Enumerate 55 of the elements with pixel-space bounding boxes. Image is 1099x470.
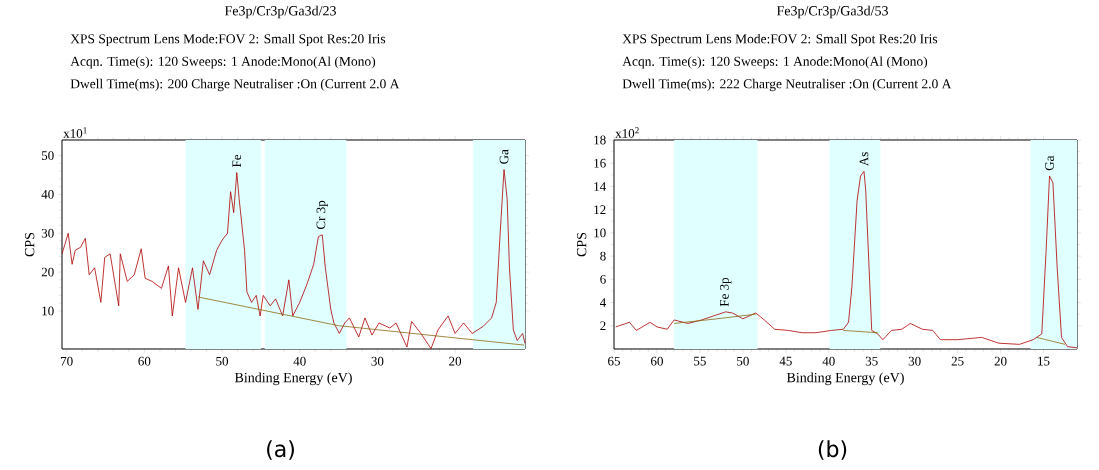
y-tick-label: 50 (41, 151, 54, 160)
band-label: As (859, 152, 869, 167)
x-axis-title: Binding Energy (eV) (234, 372, 352, 386)
text: Acqn. Time(s): 120 Sweeps: 1 Anode:Mono(Al (Mono) (622, 56, 928, 69)
x-tick-label: 70 (61, 356, 73, 366)
text: (b) (818, 440, 847, 460)
x-tick-label: 30 (371, 356, 384, 366)
band-label: Fe 3p (719, 277, 732, 307)
text: x10$^{1}$ (63, 127, 87, 138)
x-tick-label: 35 (865, 356, 878, 366)
text: Dwell Time(ms): 200 Charge Neutraliser :On (Current 2.0 A (70, 78, 400, 92)
text: Dwell Time(ms): 222 Charge Neutraliser :On (Current 2.0 A (622, 78, 952, 92)
x-tick-label: 20 (449, 356, 462, 366)
y-tick-label: 20 (41, 267, 54, 277)
y-tick-label: 40 (41, 190, 54, 199)
y-axis-title: CPS (24, 232, 35, 257)
x-tick-label: 55 (694, 356, 706, 366)
band-label: Fe (232, 154, 242, 168)
line-series (61, 169, 526, 349)
x-tick-label: 50 (216, 356, 229, 366)
chart-title: Fe3p/Cr3p/Ga3d/53 (776, 5, 888, 19)
chart-subtitle: XPS Spectrum Lens Mode:FOV 2: Small Spot Res:20 Iris (70, 33, 386, 47)
y-tick-label: 10 (42, 306, 54, 316)
text: (a) (267, 440, 294, 460)
y-axis-title: CPS (576, 232, 587, 257)
y-tick-label: 18 (594, 135, 606, 145)
y-tick-label: 12 (594, 205, 606, 214)
band-label: Ga (1045, 155, 1054, 171)
y-tick-label: 30 (41, 228, 54, 238)
band-label: Cr 3p (316, 200, 328, 230)
x-tick-label: 65 (608, 356, 620, 366)
y-tick-label: 4 (599, 298, 607, 307)
y-tick-label: 2 (600, 321, 606, 331)
chart-subtitle: XPS Spectrum Lens Mode:FOV 2: Small Spot Res:20 Iris (622, 33, 938, 47)
x-tick-label: 60 (138, 356, 151, 366)
y-tick-label: 16 (594, 158, 606, 168)
x-tick-label: 20 (994, 356, 1007, 366)
x-tick-label: 50 (737, 356, 749, 366)
x-tick-label: 40 (293, 356, 306, 366)
x-tick-label: 25 (951, 356, 964, 366)
y-tick-label: 6 (600, 274, 606, 284)
x-axis-title: Binding Energy (eV) (786, 372, 904, 386)
line-series (615, 170, 1078, 349)
y-tick-label: 10 (594, 228, 606, 238)
x-tick-label: 60 (651, 356, 663, 366)
x-tick-label: 15 (1038, 356, 1050, 366)
band-label: Ga (499, 149, 509, 164)
x-tick-label: 45 (779, 356, 792, 366)
text: x10$^{2}$ (615, 127, 639, 138)
y-tick-label: 8 (600, 251, 606, 261)
text: Acqn. Time(s): 120 Sweeps: 1 Anode:Mono(Al (Mono) (70, 56, 376, 69)
x-tick-label: 30 (908, 356, 921, 366)
y-tick-label: 14 (594, 182, 607, 191)
x-tick-label: 40 (822, 356, 835, 366)
chart-title: Fe3p/Cr3p/Ga3d/23 (224, 5, 336, 19)
